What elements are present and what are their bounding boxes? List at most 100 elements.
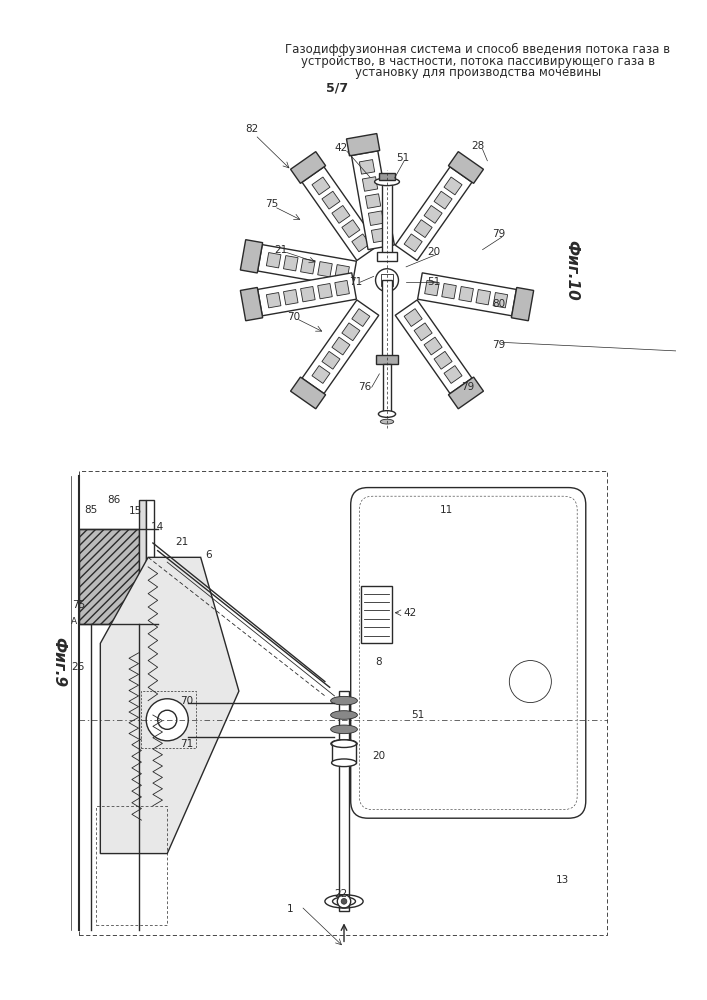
Bar: [383, 364, 391, 414]
Polygon shape: [511, 287, 534, 321]
Polygon shape: [424, 337, 442, 355]
Text: 20: 20: [427, 247, 440, 257]
Text: 21: 21: [274, 245, 288, 255]
Text: 42: 42: [403, 608, 416, 618]
Text: 75: 75: [264, 199, 278, 209]
Polygon shape: [395, 167, 472, 260]
Polygon shape: [302, 167, 379, 260]
Polygon shape: [335, 265, 349, 280]
Circle shape: [375, 269, 399, 292]
Bar: [79, 529, 139, 624]
Text: 70: 70: [180, 696, 193, 706]
Text: 79: 79: [492, 229, 506, 239]
Text: 79: 79: [492, 340, 506, 350]
Text: 71: 71: [180, 739, 193, 749]
Text: 51: 51: [427, 277, 440, 287]
Polygon shape: [448, 152, 484, 183]
Text: 70: 70: [286, 312, 300, 322]
Bar: [146, 500, 154, 653]
Polygon shape: [317, 262, 332, 277]
Circle shape: [158, 710, 177, 729]
Polygon shape: [476, 290, 491, 305]
Bar: [380, 173, 395, 180]
Text: 6: 6: [206, 550, 212, 560]
Polygon shape: [371, 228, 387, 243]
Bar: [339, 691, 349, 911]
Polygon shape: [284, 290, 298, 305]
Ellipse shape: [375, 178, 399, 186]
Polygon shape: [351, 151, 395, 250]
Text: 86: 86: [107, 495, 120, 505]
Text: 14: 14: [151, 522, 164, 532]
Ellipse shape: [332, 897, 356, 906]
Polygon shape: [404, 309, 422, 327]
Text: Фиг.10: Фиг.10: [564, 240, 579, 301]
Polygon shape: [368, 211, 384, 225]
Ellipse shape: [331, 739, 357, 748]
Text: 51: 51: [411, 710, 424, 720]
Polygon shape: [300, 259, 315, 274]
Polygon shape: [291, 377, 326, 409]
Polygon shape: [444, 366, 462, 383]
Ellipse shape: [332, 740, 356, 747]
Polygon shape: [257, 273, 356, 316]
Text: 8: 8: [375, 657, 382, 667]
Polygon shape: [267, 293, 281, 308]
Polygon shape: [291, 152, 326, 183]
Polygon shape: [434, 351, 452, 369]
Text: 85: 85: [84, 505, 98, 515]
Text: Фиг.9: Фиг.9: [52, 637, 66, 688]
Polygon shape: [434, 191, 452, 209]
Text: устройство, в частности, потока пассивирующего газа в: устройство, в частности, потока пассивир…: [300, 55, 655, 68]
Polygon shape: [444, 177, 462, 195]
Polygon shape: [240, 240, 262, 273]
Ellipse shape: [380, 419, 394, 424]
Polygon shape: [425, 280, 439, 296]
Text: 11: 11: [440, 505, 452, 515]
Circle shape: [146, 699, 188, 741]
Circle shape: [341, 898, 347, 904]
Polygon shape: [322, 191, 340, 209]
Polygon shape: [267, 253, 281, 268]
Polygon shape: [100, 557, 239, 854]
Text: 28: 28: [471, 141, 484, 151]
Polygon shape: [493, 293, 508, 308]
Polygon shape: [352, 234, 370, 252]
Polygon shape: [312, 366, 330, 383]
Text: 1: 1: [286, 904, 293, 914]
Text: 5/7: 5/7: [326, 81, 349, 94]
Polygon shape: [418, 273, 516, 316]
Polygon shape: [240, 287, 262, 321]
Text: 82: 82: [245, 124, 259, 134]
Polygon shape: [332, 337, 350, 355]
Ellipse shape: [332, 759, 356, 767]
Text: 51: 51: [397, 153, 410, 163]
Polygon shape: [366, 194, 381, 208]
Bar: [377, 355, 397, 364]
Polygon shape: [302, 300, 379, 394]
Polygon shape: [448, 377, 484, 409]
Polygon shape: [363, 177, 378, 191]
Bar: [361, 586, 392, 643]
Polygon shape: [257, 245, 356, 288]
Polygon shape: [359, 160, 375, 174]
Bar: [332, 744, 356, 763]
Text: A: A: [71, 617, 77, 626]
Polygon shape: [346, 134, 380, 156]
Ellipse shape: [331, 725, 357, 734]
Text: 13: 13: [556, 875, 569, 885]
Polygon shape: [414, 323, 432, 341]
Polygon shape: [322, 351, 340, 369]
Polygon shape: [284, 256, 298, 271]
Bar: [139, 500, 146, 653]
Circle shape: [337, 895, 351, 908]
Text: 76: 76: [358, 382, 372, 392]
Polygon shape: [335, 280, 349, 296]
Text: установку для производства мочевины: установку для производства мочевины: [355, 66, 601, 79]
Text: 42: 42: [334, 143, 348, 153]
Polygon shape: [342, 220, 360, 238]
Circle shape: [509, 661, 551, 703]
Text: 71: 71: [349, 277, 362, 287]
Ellipse shape: [331, 711, 357, 719]
Polygon shape: [342, 323, 360, 341]
